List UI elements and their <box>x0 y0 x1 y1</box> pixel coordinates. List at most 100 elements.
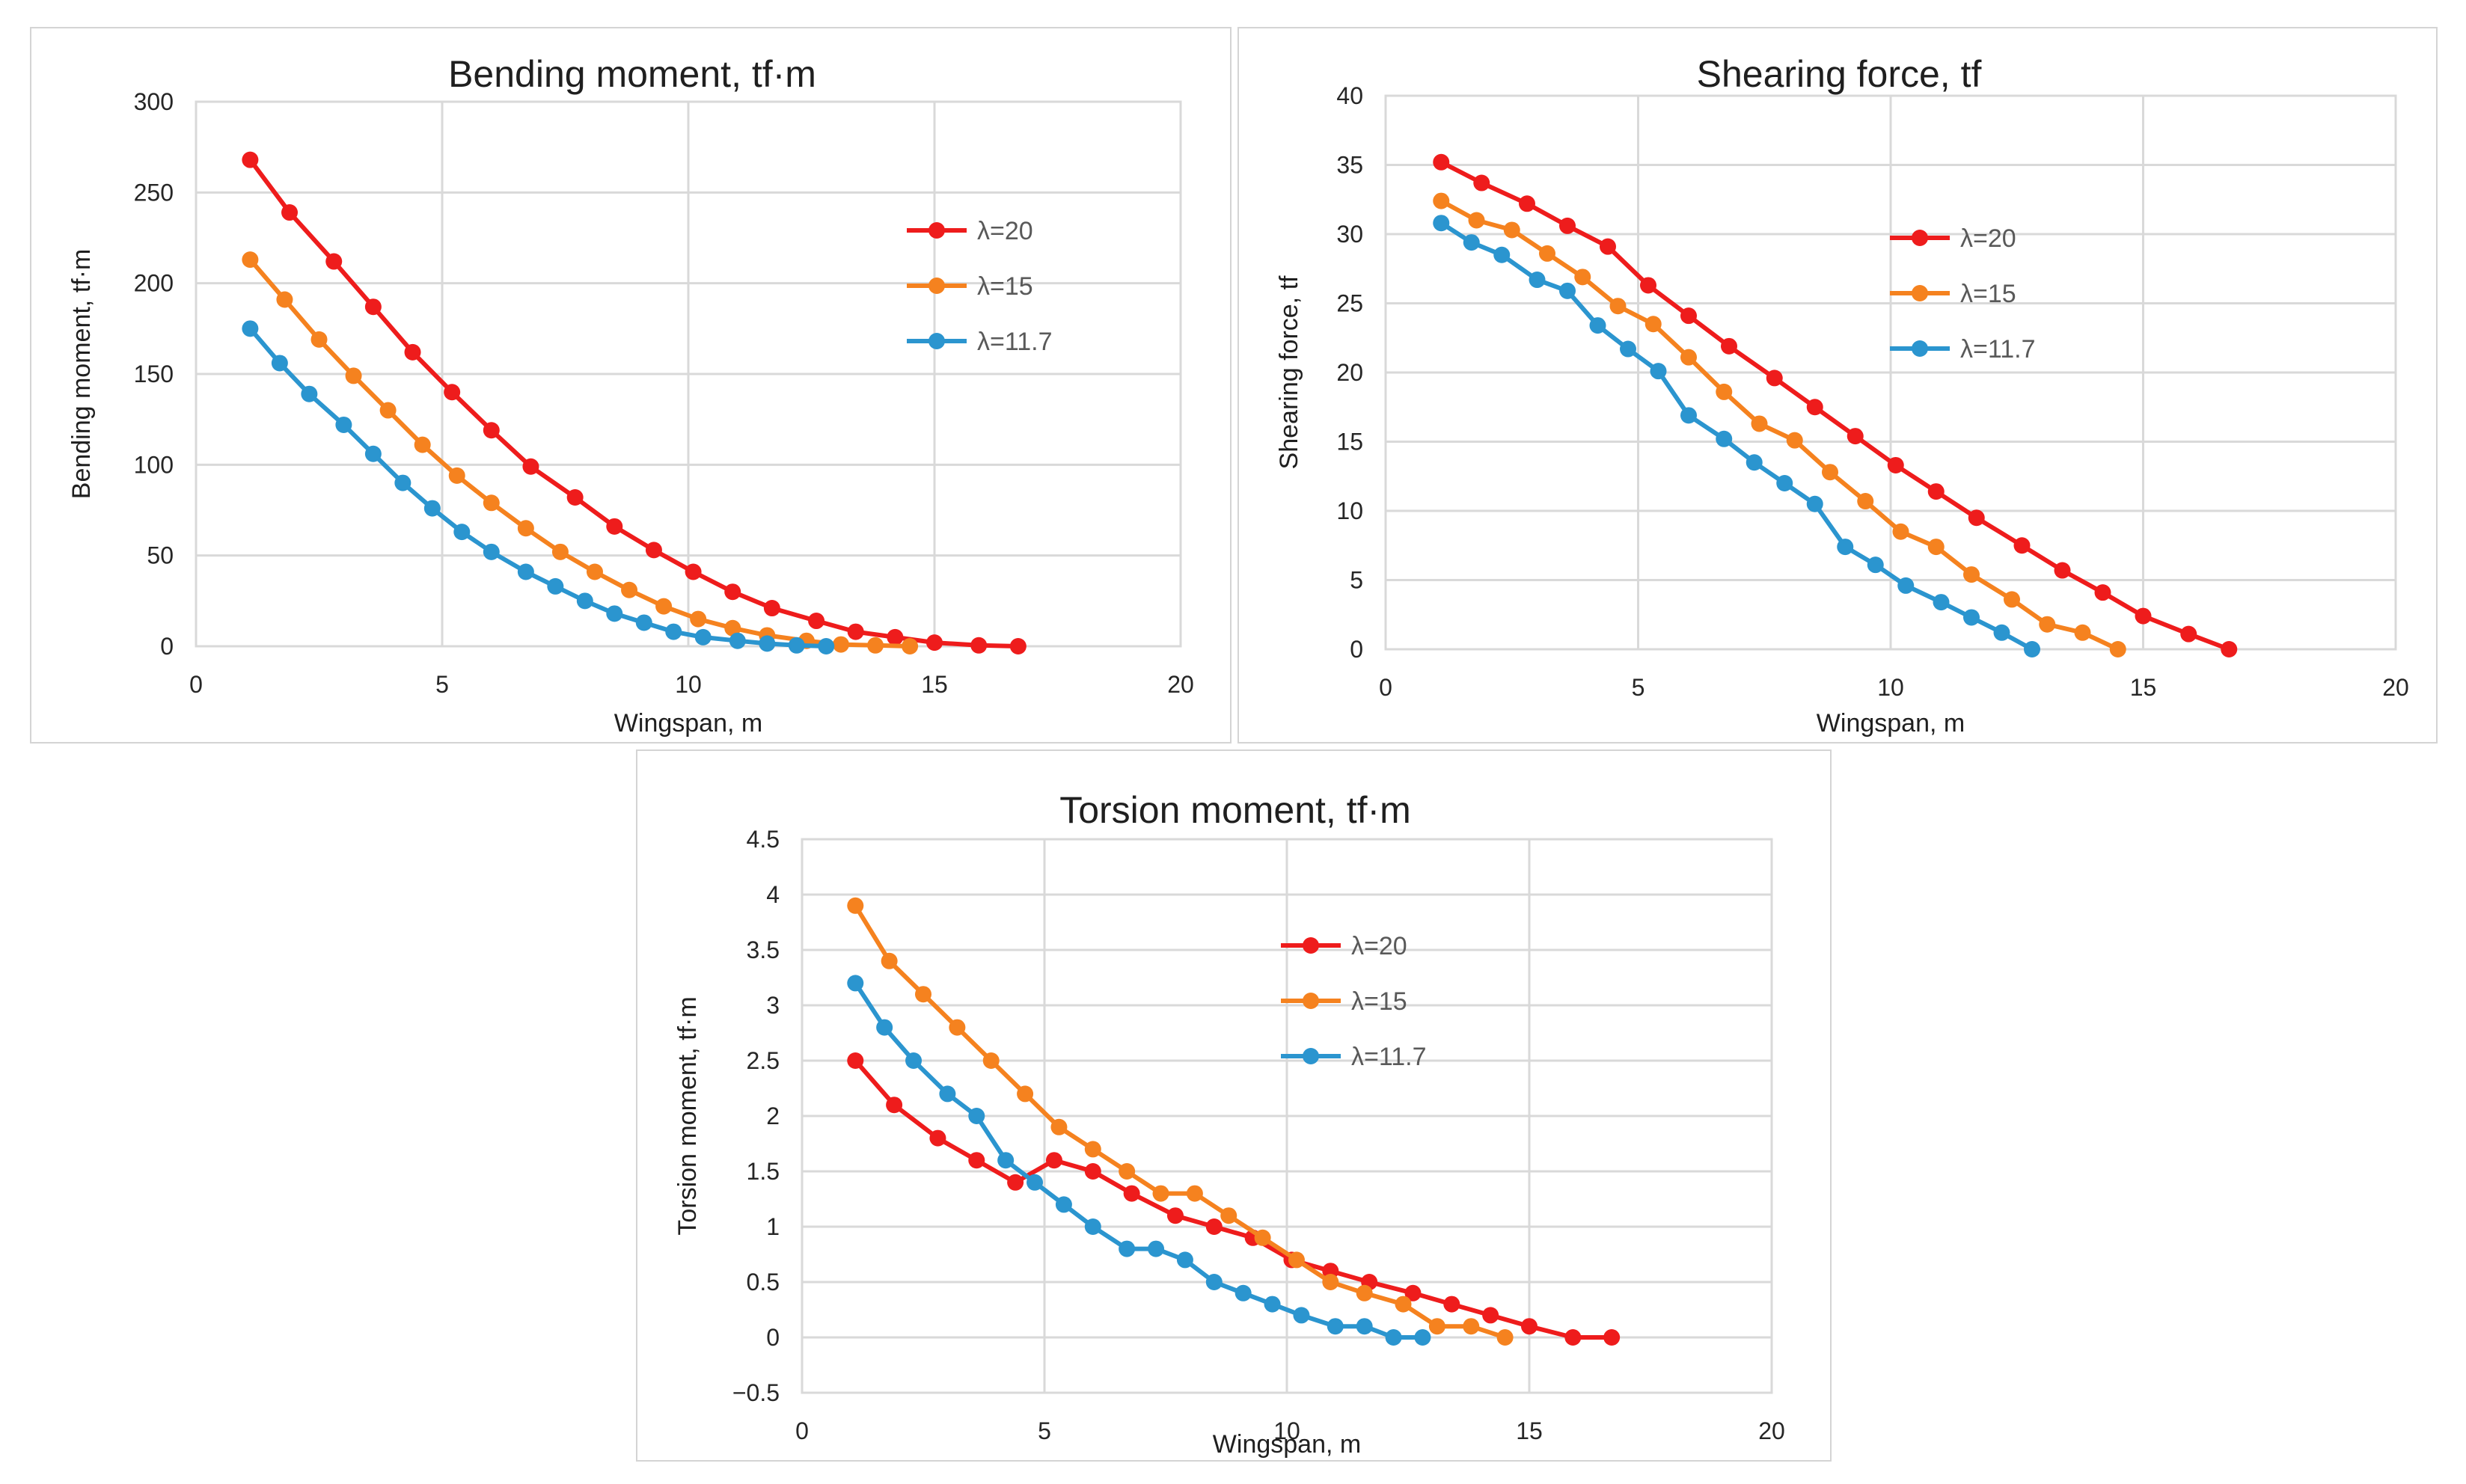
data-point <box>759 635 776 652</box>
data-point <box>2109 641 2126 657</box>
data-point <box>1933 594 1950 611</box>
data-point <box>2180 625 2197 643</box>
data-point <box>1404 1284 1422 1301</box>
torsion-chart-svg: Torsion moment, tf·m −0.5 0 0.5 1 1.5 2 2.5 3 3.5… <box>673 789 1785 1459</box>
data-point <box>1264 1296 1281 1313</box>
data-point <box>1234 1284 1252 1301</box>
data-point <box>1927 483 1945 500</box>
data-point <box>1559 217 1576 234</box>
y-tick-label: 10 <box>1336 497 1363 524</box>
data-point <box>1521 1318 1538 1335</box>
data-point <box>847 897 864 914</box>
data-point <box>1927 539 1945 556</box>
series-λ=20 <box>847 1052 1621 1346</box>
data-point <box>566 489 584 506</box>
data-point <box>1867 556 1884 574</box>
y-tick-label: 5 <box>1350 567 1363 594</box>
chart-title: Bending moment, tf·m <box>448 53 816 95</box>
data-point <box>929 1129 946 1147</box>
chart-title: Torsion moment, tf·m <box>1059 789 1411 831</box>
data-point <box>902 638 919 654</box>
data-point <box>2074 624 2091 641</box>
data-point <box>606 605 623 622</box>
y-tick-label: 30 <box>1336 221 1363 248</box>
data-point <box>276 291 293 308</box>
data-point <box>1822 464 1838 481</box>
data-point <box>2094 584 2111 601</box>
series-line <box>248 158 1018 649</box>
y-tick-label: 1.5 <box>747 1158 780 1185</box>
data-point <box>1600 238 1616 255</box>
y-tick-label: 2 <box>766 1103 780 1129</box>
data-point <box>685 563 702 580</box>
data-point <box>690 610 707 628</box>
data-point <box>1503 221 1520 239</box>
data-point <box>325 253 343 270</box>
data-point <box>1776 475 1793 491</box>
data-point <box>1680 407 1697 424</box>
data-point <box>621 581 638 598</box>
data-point <box>1027 1174 1044 1191</box>
series-line <box>1439 198 2120 651</box>
data-point <box>1385 1329 1402 1346</box>
bending-chart-svg: Bending moment, tf·m 0 50 100 150 200 250 300 0 5… <box>67 53 1194 738</box>
legend-label: λ=20 <box>977 217 1033 245</box>
data-point <box>724 619 741 637</box>
data-point <box>1897 577 1915 594</box>
data-point <box>1322 1274 1339 1290</box>
data-point <box>1433 215 1450 232</box>
data-point <box>1084 1141 1101 1158</box>
data-point <box>483 494 500 512</box>
data-point <box>1050 1118 1068 1135</box>
data-point <box>847 1052 864 1069</box>
data-point <box>1806 399 1823 416</box>
data-point <box>997 1152 1015 1169</box>
data-point <box>905 1052 923 1069</box>
data-point <box>847 975 864 992</box>
y-tick-label: 0 <box>1350 636 1363 663</box>
y-tick-label: 4.5 <box>747 826 780 853</box>
legend-label: λ=11.7 <box>1351 1043 1427 1071</box>
data-point <box>2013 537 2031 554</box>
data-point <box>1007 1174 1024 1191</box>
y-tick-label: 40 <box>1336 82 1363 109</box>
data-point <box>1119 1163 1136 1180</box>
data-point <box>1473 174 1490 191</box>
data-point <box>1519 195 1535 212</box>
data-point <box>1084 1218 1101 1235</box>
data-point <box>926 634 943 651</box>
data-point <box>379 402 397 419</box>
data-point <box>1680 307 1697 325</box>
x-tick-label: 15 <box>2130 674 2157 701</box>
y-tick-label: 20 <box>1336 359 1363 386</box>
legend-item: λ=15 <box>907 272 1033 301</box>
data-point <box>886 1097 903 1114</box>
data-point <box>1680 349 1697 366</box>
data-point <box>729 632 746 649</box>
data-point <box>576 592 593 610</box>
x-tick-label: 10 <box>1877 674 1904 701</box>
data-point <box>847 623 864 640</box>
series-λ=15 <box>1433 192 2126 657</box>
data-point <box>483 543 500 560</box>
data-point <box>1428 1318 1445 1335</box>
data-point <box>242 251 259 269</box>
data-point <box>310 331 328 348</box>
legend-item: λ=20 <box>1281 932 1407 960</box>
data-point <box>1963 609 1980 626</box>
data-point <box>242 320 259 337</box>
y-tick-label: 4 <box>766 881 780 908</box>
data-point <box>271 355 288 372</box>
series-line <box>248 327 827 649</box>
data-point <box>1482 1307 1499 1324</box>
x-tick-label: 10 <box>1273 1417 1300 1444</box>
data-point <box>1603 1329 1621 1346</box>
data-point <box>1837 539 1854 556</box>
x-tick-label: 15 <box>1516 1417 1543 1444</box>
legend-label: λ=15 <box>977 272 1033 301</box>
data-point <box>2039 616 2056 633</box>
y-axis-title: Shearing force, tf <box>1275 275 1303 469</box>
legend-marker <box>928 222 945 239</box>
data-point <box>1433 192 1450 209</box>
chart-panel-torsion: Torsion moment, tf·m −0.5 0 0.5 1 1.5 2 2.5 3 3.5… <box>636 749 1832 1462</box>
